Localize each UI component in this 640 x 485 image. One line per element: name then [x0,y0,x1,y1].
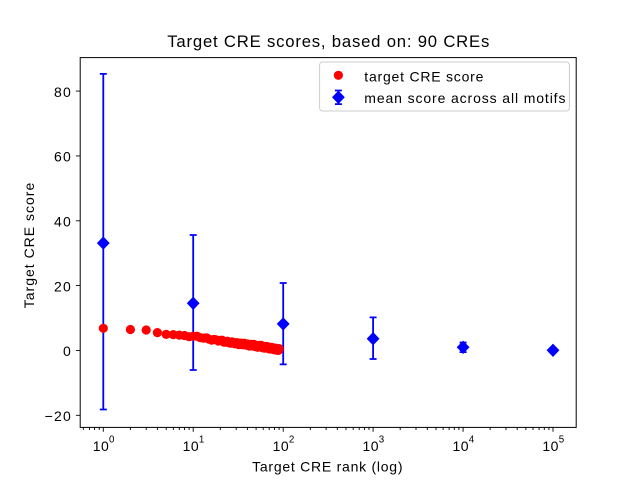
svg-text:target CRE score: target CRE score [364,69,484,85]
svg-text:0: 0 [109,435,115,446]
svg-text:1: 1 [199,435,204,446]
svg-text:5: 5 [559,435,565,446]
svg-text:20: 20 [54,278,72,294]
svg-text:Target CRE scores, based on: 9: Target CRE scores, based on: 90 CREs [167,32,490,51]
svg-text:10: 10 [453,438,470,454]
svg-text:−20: −20 [45,408,72,424]
svg-text:40: 40 [54,214,72,230]
svg-text:80: 80 [54,84,72,100]
svg-text:2: 2 [289,435,294,446]
svg-text:10: 10 [273,438,290,454]
svg-text:0: 0 [63,343,72,359]
svg-text:mean score across all motifs: mean score across all motifs [364,90,566,106]
svg-text:10: 10 [542,438,559,454]
svg-text:4: 4 [469,435,475,446]
svg-text:10: 10 [363,438,380,454]
svg-text:3: 3 [379,435,385,446]
svg-text:10: 10 [183,438,200,454]
svg-text:Target CRE rank (log): Target CRE rank (log) [252,458,403,474]
svg-text:Target CRE score: Target CRE score [21,182,37,308]
svg-text:10: 10 [93,438,110,454]
svg-text:60: 60 [54,149,72,165]
